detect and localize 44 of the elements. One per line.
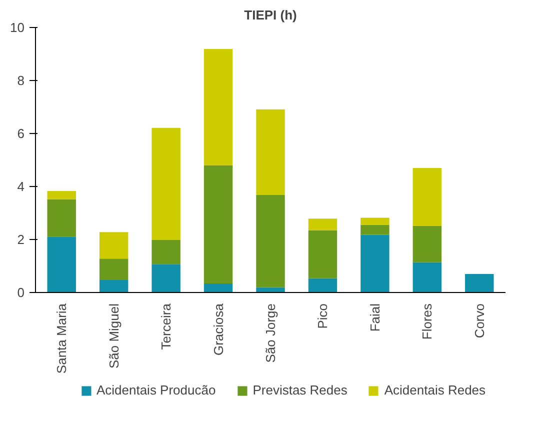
bar <box>152 128 180 240</box>
x-tick-label: São Jorge <box>263 303 278 363</box>
bar <box>47 199 76 237</box>
legend-label: Acidentais Producão <box>96 382 216 398</box>
bar <box>256 109 285 195</box>
bar <box>412 168 442 226</box>
bar <box>204 165 233 284</box>
bar <box>256 287 285 292</box>
x-tick-label: Santa Maria <box>54 302 70 374</box>
bar <box>412 226 442 262</box>
bar <box>99 280 128 292</box>
y-tick-label: 2 <box>17 232 25 247</box>
y-tick-label: 6 <box>17 126 25 141</box>
x-tick-label: Terceira <box>158 302 174 350</box>
x-tick-label: São Miguel <box>106 303 122 369</box>
y-tick-label: 0 <box>17 285 25 300</box>
legend-label: Previstas Redes <box>252 382 348 398</box>
bar <box>360 234 390 292</box>
legend-label: Acidentais Redes <box>384 382 486 398</box>
bar <box>204 48 233 166</box>
bar <box>360 218 390 225</box>
x-tick-label: Corvo <box>472 303 487 338</box>
bar <box>47 191 76 200</box>
bar <box>308 278 338 292</box>
bar <box>308 230 338 278</box>
x-tick-label: Faial <box>367 303 382 332</box>
bar <box>256 194 285 288</box>
x-tick-label: Graciosa <box>210 302 226 356</box>
x-tick-label: Pico <box>315 303 330 329</box>
bar <box>152 240 180 264</box>
y-tick-label: 10 <box>10 20 25 35</box>
bar <box>204 283 233 292</box>
bar <box>465 274 494 292</box>
bar <box>99 232 128 259</box>
chart-title: TIEPI (h) <box>244 8 297 22</box>
bar <box>360 224 390 235</box>
bar <box>412 262 442 292</box>
y-tick-label: 4 <box>17 179 25 194</box>
bar <box>152 264 180 292</box>
bar <box>308 218 338 230</box>
bar <box>99 258 128 280</box>
bar <box>47 236 76 292</box>
y-tick-label: 8 <box>17 73 25 88</box>
x-tick-label: Flores <box>420 303 435 340</box>
